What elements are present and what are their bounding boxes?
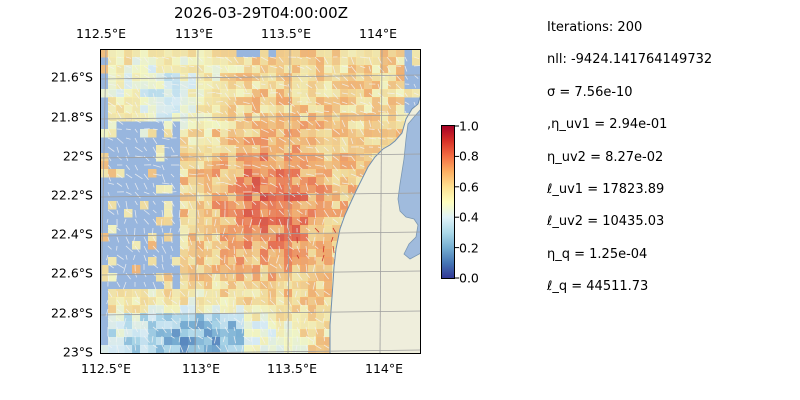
bottom-tick-label: 113°E <box>181 361 221 376</box>
left-tick-label: 21.6°S <box>50 69 93 85</box>
bottom-tick-label: 114°E <box>364 361 404 376</box>
stat-ell-uv1: ℓ_uv1 = 17823.89 <box>547 182 665 197</box>
left-tick-label: 22.6°S <box>50 265 93 281</box>
coastal-inlet <box>397 108 421 260</box>
bottom-tick-label: 112.5°E <box>81 361 131 376</box>
stat-iterations: Iterations: 200 <box>547 20 643 35</box>
stat-eta-q: η_q = 1.25e-04 <box>547 247 648 262</box>
map-title: 2026-03-29T04:00:00Z <box>174 4 348 22</box>
left-tick-label: 22.8°S <box>50 305 93 321</box>
stat-nll: nll: -9424.141764149732 <box>547 52 713 67</box>
left-tick-label: 21.8°S <box>50 109 93 125</box>
left-tick-label: 22.2°S <box>50 187 93 203</box>
field-heatmap <box>100 49 421 354</box>
top-tick-label: 114°E <box>358 26 398 41</box>
left-tick-label: 22°S <box>62 148 93 164</box>
stat-ell-q: ℓ_q = 44511.73 <box>547 279 649 294</box>
colorbar-tick-label: 0.6 <box>459 179 479 195</box>
map-plot <box>100 49 421 354</box>
colorbar-tick-label: 1.0 <box>459 118 479 134</box>
land-mass <box>329 93 421 354</box>
left-tick-label: 22.4°S <box>50 226 93 242</box>
colorbar-tick-label: 0.8 <box>459 148 479 164</box>
colorbar-gradient <box>441 125 455 279</box>
stat-sigma: σ = 7.56e-10 <box>547 85 633 100</box>
colorbar-tick-label: 0.4 <box>459 209 479 225</box>
stat-eta-uv2: η_uv2 = 8.27e-02 <box>547 150 664 165</box>
stat-eta-uv1: ,η_uv1 = 2.94e-01 <box>547 117 668 132</box>
colorbar-tick-label: 0.0 <box>459 270 479 286</box>
colorbar <box>441 125 459 279</box>
top-tick-label: 112.5°E <box>76 26 126 41</box>
top-tick-label: 113.5°E <box>261 26 311 41</box>
colorbar-tick-label: 0.2 <box>459 240 479 256</box>
bottom-tick-label: 113.5°E <box>267 361 317 376</box>
left-tick-label: 23°S <box>62 344 93 360</box>
velocity-arrows <box>105 56 421 354</box>
top-tick-label: 113°E <box>174 26 214 41</box>
stat-ell-uv2: ℓ_uv2 = 10435.03 <box>547 214 665 229</box>
